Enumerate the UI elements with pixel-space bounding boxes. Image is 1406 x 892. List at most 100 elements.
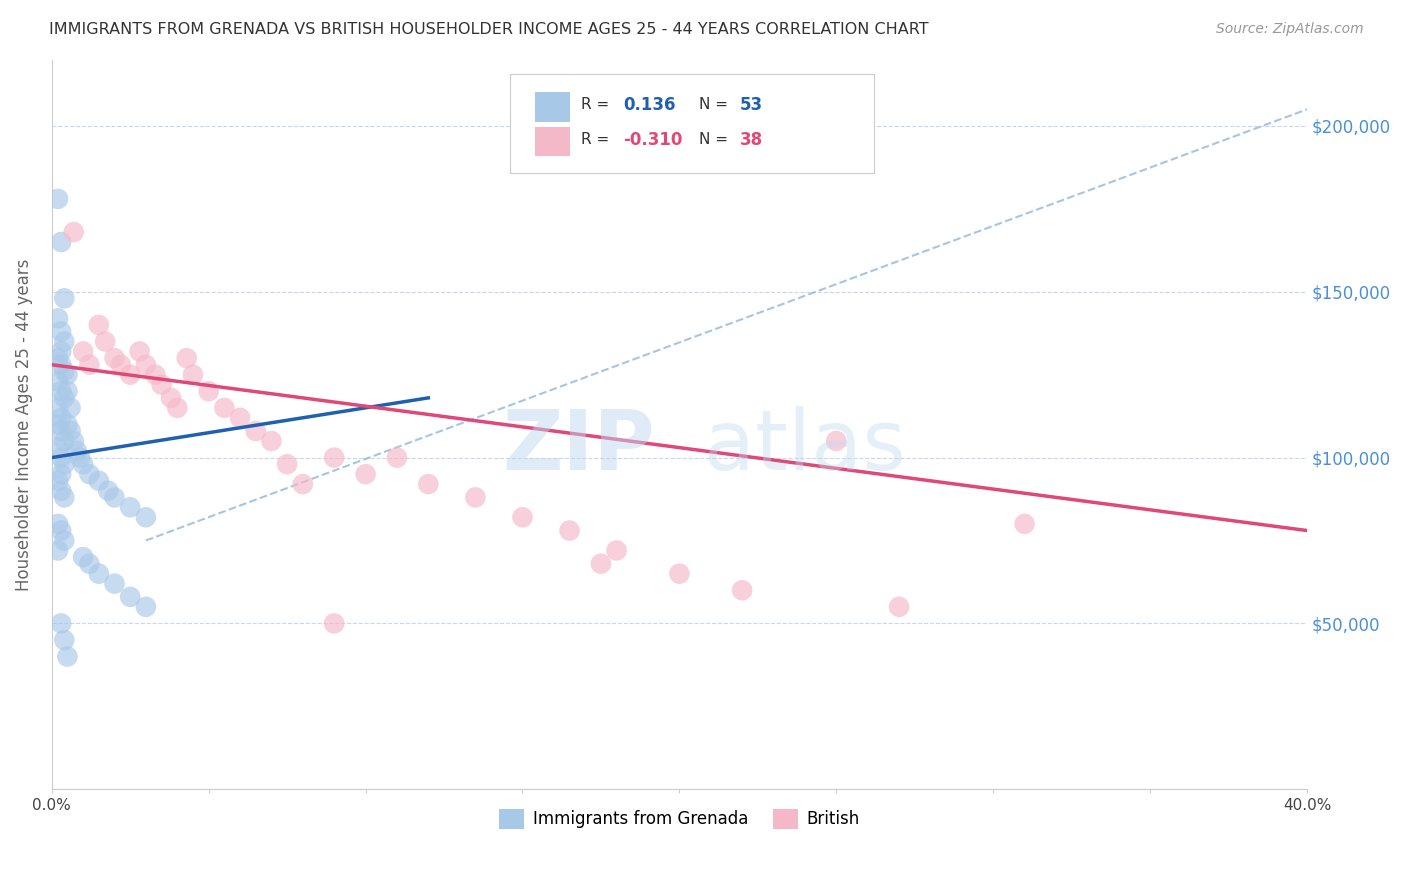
Text: N =: N = bbox=[699, 97, 728, 112]
Point bbox=[46, 441, 69, 455]
Point bbox=[51, 325, 73, 339]
Point bbox=[385, 450, 408, 465]
Point bbox=[53, 334, 76, 349]
Point bbox=[558, 524, 581, 538]
Point bbox=[72, 457, 94, 471]
Point bbox=[291, 477, 314, 491]
Point bbox=[51, 616, 73, 631]
Point bbox=[825, 434, 848, 448]
Point bbox=[53, 457, 76, 471]
Point bbox=[51, 524, 73, 538]
Text: 0.136: 0.136 bbox=[623, 95, 675, 114]
Point bbox=[418, 477, 440, 491]
Point bbox=[62, 225, 84, 239]
Point bbox=[260, 434, 283, 448]
Point bbox=[66, 444, 89, 458]
Point bbox=[166, 401, 188, 415]
Point bbox=[135, 510, 157, 524]
Point bbox=[51, 384, 73, 399]
Point bbox=[56, 384, 79, 399]
Point bbox=[245, 424, 267, 438]
FancyBboxPatch shape bbox=[536, 93, 571, 121]
Point bbox=[176, 351, 198, 365]
Point bbox=[56, 649, 79, 664]
Point bbox=[323, 616, 346, 631]
Text: N =: N = bbox=[699, 132, 728, 147]
Point bbox=[53, 391, 76, 405]
Point bbox=[59, 401, 82, 415]
Text: atlas: atlas bbox=[704, 406, 907, 487]
Text: 53: 53 bbox=[740, 95, 763, 114]
Point bbox=[135, 599, 157, 614]
Point bbox=[94, 334, 117, 349]
Point bbox=[79, 467, 101, 482]
Point bbox=[51, 410, 73, 425]
Point bbox=[46, 401, 69, 415]
Point bbox=[589, 557, 612, 571]
Point bbox=[46, 543, 69, 558]
Legend: Immigrants from Grenada, British: Immigrants from Grenada, British bbox=[492, 802, 866, 836]
Point bbox=[79, 358, 101, 372]
Point bbox=[69, 450, 91, 465]
Point bbox=[214, 401, 236, 415]
Point bbox=[51, 358, 73, 372]
Point bbox=[120, 500, 142, 515]
Point bbox=[606, 543, 628, 558]
Point bbox=[51, 424, 73, 438]
Point bbox=[59, 424, 82, 438]
Point bbox=[53, 491, 76, 505]
Point bbox=[668, 566, 690, 581]
Point bbox=[51, 450, 73, 465]
Point bbox=[887, 599, 910, 614]
Point bbox=[62, 434, 84, 448]
Point bbox=[731, 583, 754, 598]
Point bbox=[53, 632, 76, 647]
Point bbox=[46, 351, 69, 365]
Point bbox=[53, 434, 76, 448]
Point bbox=[120, 590, 142, 604]
Point bbox=[103, 576, 125, 591]
Point bbox=[143, 368, 166, 382]
Point bbox=[87, 566, 110, 581]
Point bbox=[87, 474, 110, 488]
Point bbox=[464, 491, 486, 505]
Point bbox=[276, 457, 298, 471]
Point bbox=[46, 474, 69, 488]
Point bbox=[97, 483, 120, 498]
Point bbox=[56, 417, 79, 432]
Point bbox=[128, 344, 150, 359]
Point bbox=[120, 368, 142, 382]
Point bbox=[181, 368, 204, 382]
Point bbox=[46, 374, 69, 388]
Point bbox=[110, 358, 132, 372]
Y-axis label: Householder Income Ages 25 - 44 years: Householder Income Ages 25 - 44 years bbox=[15, 258, 32, 591]
Text: R =: R = bbox=[582, 97, 610, 112]
Point bbox=[72, 344, 94, 359]
Text: IMMIGRANTS FROM GRENADA VS BRITISH HOUSEHOLDER INCOME AGES 25 - 44 YEARS CORRELA: IMMIGRANTS FROM GRENADA VS BRITISH HOUSE… bbox=[49, 22, 929, 37]
Point bbox=[512, 510, 534, 524]
Point bbox=[46, 311, 69, 326]
Text: ZIP: ZIP bbox=[502, 406, 654, 487]
Point bbox=[103, 351, 125, 365]
Text: R =: R = bbox=[582, 132, 610, 147]
Point bbox=[150, 377, 173, 392]
Text: -0.310: -0.310 bbox=[623, 131, 682, 149]
Point bbox=[229, 410, 252, 425]
Point bbox=[51, 483, 73, 498]
Point bbox=[87, 318, 110, 332]
Point bbox=[51, 344, 73, 359]
Point bbox=[46, 516, 69, 531]
Point bbox=[354, 467, 377, 482]
FancyBboxPatch shape bbox=[510, 74, 875, 173]
Point bbox=[160, 391, 183, 405]
Point bbox=[51, 235, 73, 249]
Point bbox=[103, 491, 125, 505]
Text: Source: ZipAtlas.com: Source: ZipAtlas.com bbox=[1216, 22, 1364, 37]
FancyBboxPatch shape bbox=[536, 127, 571, 156]
Point bbox=[46, 417, 69, 432]
Point bbox=[135, 358, 157, 372]
Point bbox=[56, 368, 79, 382]
Point bbox=[53, 364, 76, 378]
Point bbox=[72, 550, 94, 565]
Text: 38: 38 bbox=[740, 131, 763, 149]
